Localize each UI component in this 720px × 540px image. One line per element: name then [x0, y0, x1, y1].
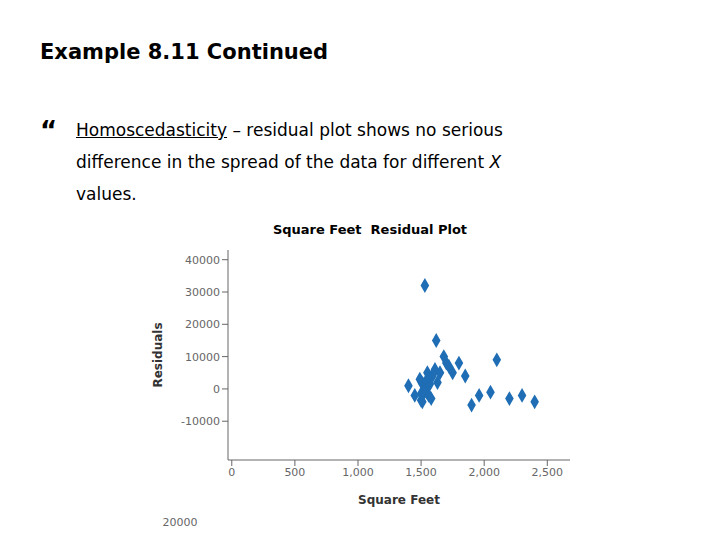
- svg-text:1,500: 1,500: [405, 466, 437, 479]
- svg-text:0: 0: [228, 466, 235, 479]
- svg-text:-10000: -10000: [181, 415, 220, 428]
- svg-text:1,000: 1,000: [342, 466, 374, 479]
- html-text:difference in the spread of th: difference in the spread of the data for…: [76, 152, 502, 172]
- html-text:20000: 20000: [162, 516, 198, 529]
- html-text:values.: values.: [76, 184, 137, 204]
- svg-text:2,500: 2,500: [532, 466, 564, 479]
- svg-text:20000: 20000: [185, 318, 220, 331]
- svg-text:40000: 40000: [185, 254, 220, 267]
- html-text:Example 8.11 Continued: Example 8.11 Continued: [40, 40, 329, 64]
- html-text:Square Feet Residual Plot: Square Feet Residual Plot: [272, 222, 468, 237]
- svg-text:500: 500: [284, 466, 305, 479]
- svg-text:Residuals: Residuals: [151, 322, 165, 387]
- svg-text:0: 0: [213, 383, 220, 396]
- svg-text:2,000: 2,000: [468, 466, 500, 479]
- svg-text:Square Feet: Square Feet: [358, 493, 440, 507]
- svg-text:30000: 30000: [185, 286, 220, 299]
- html-text:Homoscedasticity – residual pl: Homoscedasticity – residual plot shows n…: [76, 120, 503, 140]
- svg-text:10000: 10000: [185, 351, 220, 364]
